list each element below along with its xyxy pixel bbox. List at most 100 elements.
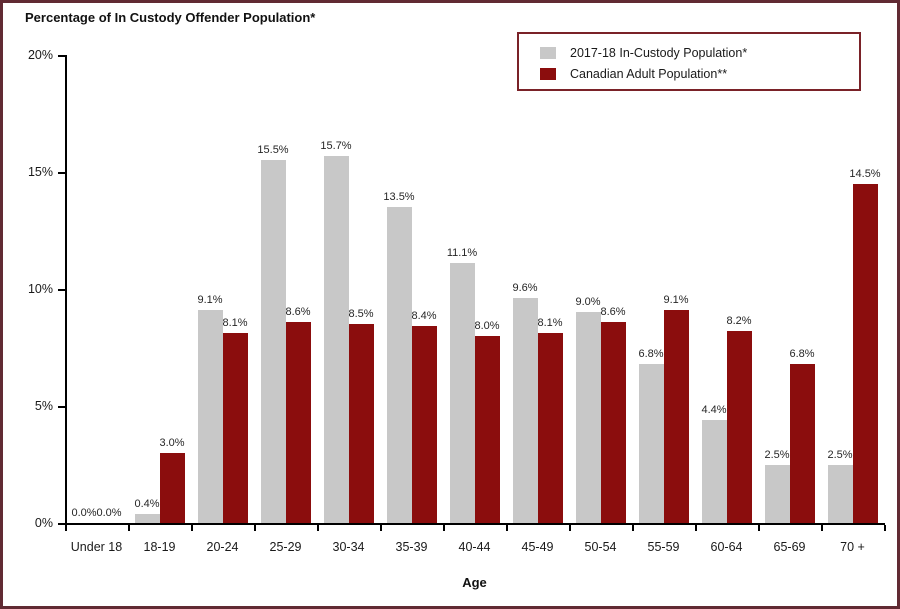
x-tick <box>128 525 130 531</box>
legend-label-canadian-adult: Canadian Adult Population** <box>570 66 728 81</box>
bar-label-in-custody-population-65-69: 2.5% <box>764 448 790 461</box>
x-tick <box>254 525 256 531</box>
y-tick-label: 20% <box>27 48 53 62</box>
bar-canadian-adult-population-45-49 <box>537 333 563 523</box>
bar-canadian-adult-population-20-24 <box>222 333 248 523</box>
bar-in-custody-population-65-69 <box>764 464 790 523</box>
x-tick <box>317 525 319 531</box>
bar-label-canadian-adult-population-50-54: 8.6% <box>600 305 626 318</box>
bar-in-custody-population-18-19 <box>134 513 160 523</box>
y-tick <box>58 523 65 525</box>
bar-label-in-custody-population-55-59: 6.8% <box>638 347 664 360</box>
bar-label-canadian-adult-population-25-29: 8.6% <box>285 305 311 318</box>
x-tick-label: 18-19 <box>143 540 176 554</box>
bar-label-canadian-adult-population-18-19: 3.0% <box>159 436 185 449</box>
x-tick <box>884 525 886 531</box>
bar-canadian-adult-population-30-34 <box>348 324 374 523</box>
x-tick <box>821 525 823 531</box>
bar-label-canadian-adult-population-60-64: 8.2% <box>726 315 752 328</box>
x-tick <box>695 525 697 531</box>
bar-label-canadian-adult-population-35-39: 8.4% <box>411 310 437 323</box>
bar-label-in-custody-population-35-39: 13.5% <box>383 191 415 204</box>
bar-label-in-custody-population-20-24: 9.1% <box>197 294 223 307</box>
x-tick <box>758 525 760 531</box>
bar-label-canadian-adult-population-40-44: 8.0% <box>474 319 500 332</box>
legend-swatch-in-custody <box>540 46 556 59</box>
x-tick <box>191 525 193 531</box>
legend-item-canadian-adult: Canadian Adult Population** <box>540 63 859 84</box>
bar-in-custody-population-70 + <box>827 464 853 523</box>
x-tick <box>506 525 508 531</box>
legend-swatch-canadian-adult <box>540 67 556 80</box>
x-tick-label: 35-39 <box>395 540 428 554</box>
x-axis-title: Age <box>462 575 487 590</box>
bar-label-in-custody-population-Under 18: 0.0% <box>71 507 97 519</box>
legend: 2017-18 In-Custody Population* Canadian … <box>517 32 861 91</box>
x-tick-label: 70 + <box>840 540 865 554</box>
x-tick-label: 45-49 <box>521 540 554 554</box>
bar-canadian-adult-population-35-39 <box>411 326 437 523</box>
x-tick <box>65 525 67 531</box>
x-tick-label: 30-34 <box>332 540 365 554</box>
bar-label-in-custody-population-45-49: 9.6% <box>512 282 538 295</box>
bar-label-canadian-adult-population-70 +: 14.5% <box>849 167 881 180</box>
x-tick <box>380 525 382 531</box>
y-tick <box>58 289 65 291</box>
bar-canadian-adult-population-65-69 <box>789 363 815 523</box>
x-tick <box>443 525 445 531</box>
x-tick-label: 50-54 <box>584 540 617 554</box>
bar-label-in-custody-population-60-64: 4.4% <box>701 404 727 417</box>
bar-in-custody-population-50-54 <box>575 312 601 523</box>
y-tick <box>58 172 65 174</box>
bar-label-canadian-adult-population-45-49: 8.1% <box>537 317 563 330</box>
bar-canadian-adult-population-70 + <box>852 183 878 523</box>
x-tick-label: Under 18 <box>70 540 123 554</box>
y-tick-label: 15% <box>27 165 53 179</box>
bar-label-canadian-adult-population-20-24: 8.1% <box>222 317 248 330</box>
x-tick-label: 20-24 <box>206 540 239 554</box>
x-tick <box>632 525 634 531</box>
y-tick-label: 5% <box>34 399 53 413</box>
bar-canadian-adult-population-60-64 <box>726 331 752 523</box>
y-tick <box>58 55 65 57</box>
x-tick <box>569 525 571 531</box>
x-tick-label: 60-64 <box>710 540 743 554</box>
bar-in-custody-population-35-39 <box>386 207 412 523</box>
x-tick-label: 55-59 <box>647 540 680 554</box>
bar-label-in-custody-population-18-19: 0.4% <box>134 497 160 510</box>
x-axis-line <box>65 523 885 525</box>
bar-label-in-custody-population-25-29: 15.5% <box>257 144 289 157</box>
y-tick-label: 10% <box>27 282 53 296</box>
bar-canadian-adult-population-40-44 <box>474 335 500 523</box>
bar-in-custody-population-60-64 <box>701 420 727 523</box>
bar-label-in-custody-population-30-34: 15.7% <box>320 139 352 152</box>
x-tick-label: 40-44 <box>458 540 491 554</box>
bar-label-canadian-adult-population-55-59: 9.1% <box>663 294 689 307</box>
bar-in-custody-population-25-29 <box>260 160 286 523</box>
bar-label-canadian-adult-population-65-69: 6.8% <box>789 347 815 360</box>
bar-label-in-custody-population-70 +: 2.5% <box>827 448 853 461</box>
bar-in-custody-population-55-59 <box>638 363 664 523</box>
y-axis-line <box>65 55 67 525</box>
legend-label-in-custody: 2017-18 In-Custody Population* <box>570 45 748 60</box>
bar-canadian-adult-population-18-19 <box>159 452 185 523</box>
chart-title: Percentage of In Custody Offender Popula… <box>25 10 316 25</box>
bar-label-in-custody-population-50-54: 9.0% <box>575 296 601 309</box>
bar-canadian-adult-population-50-54 <box>600 321 626 523</box>
bar-in-custody-population-40-44 <box>449 263 475 523</box>
x-tick-label: 65-69 <box>773 540 806 554</box>
y-tick-label: 0% <box>34 516 53 530</box>
bar-in-custody-population-30-34 <box>323 155 349 523</box>
bar-label-canadian-adult-population-30-34: 8.5% <box>348 308 374 321</box>
x-tick-label: 25-29 <box>269 540 302 554</box>
legend-item-in-custody: 2017-18 In-Custody Population* <box>540 42 859 63</box>
bar-canadian-adult-population-25-29 <box>285 321 311 523</box>
bar-in-custody-population-45-49 <box>512 298 538 523</box>
plot-area: 0% 5% 10% 15% 20% Under 18 18-19 20-24 25-29 30-3… <box>3 3 897 606</box>
bar-in-custody-population-20-24 <box>197 310 223 523</box>
bar-label-canadian-adult-population-Under 18: 0.0% <box>96 507 122 519</box>
bar-canadian-adult-population-55-59 <box>663 310 689 523</box>
bar-label-in-custody-population-40-44: 11.1% <box>446 247 478 260</box>
y-tick <box>58 406 65 408</box>
